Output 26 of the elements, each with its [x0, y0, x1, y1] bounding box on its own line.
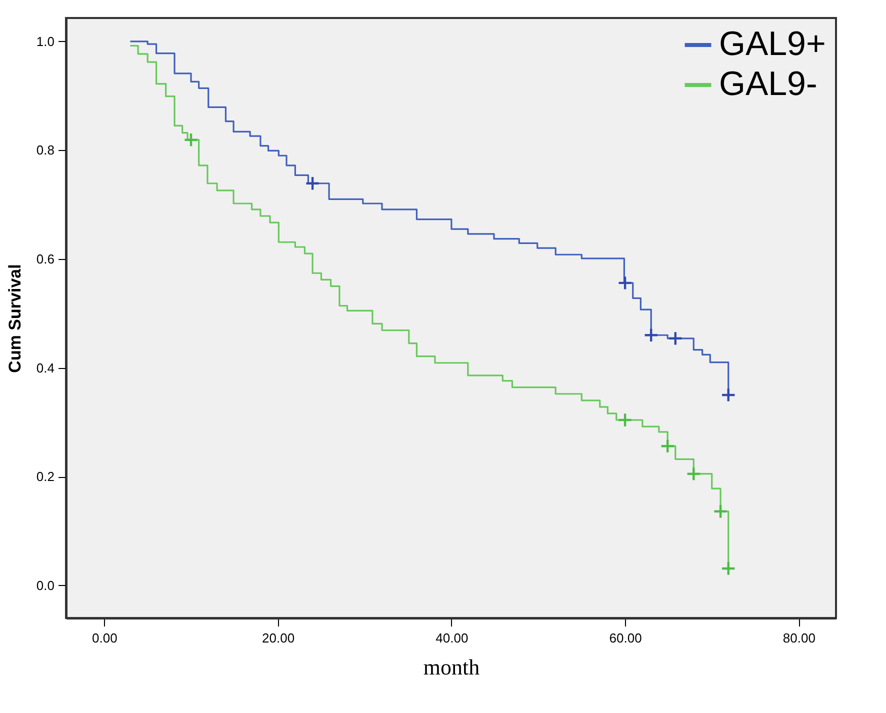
point	[618, 412, 632, 428]
point	[720, 388, 736, 402]
y-tick-label: 0.6	[36, 251, 54, 266]
point	[660, 438, 676, 454]
y-tick-label: 0.8	[36, 142, 54, 158]
x-tick-label: 20.00	[262, 630, 295, 646]
y-tick-label: 0.2	[36, 469, 54, 484]
point	[644, 328, 659, 343]
y-tick-label: 0.0	[36, 578, 54, 593]
point	[305, 176, 320, 191]
y-tick-label: 1.0	[36, 34, 54, 49]
x-tick-label: 40.00	[436, 630, 468, 646]
x-axis-title: month	[423, 654, 480, 680]
y-tick-label: 0.4	[36, 360, 54, 376]
legend-label: GAL9-	[719, 65, 818, 103]
x-tick-label: 0.00	[92, 630, 118, 646]
point	[720, 561, 736, 576]
point	[713, 504, 728, 519]
point	[618, 275, 632, 290]
point	[668, 330, 683, 346]
x-tick-label: 80.00	[782, 630, 816, 646]
legend-label: GAL9+	[719, 25, 826, 63]
point	[184, 132, 198, 148]
y-axis-title: Cum Survival	[5, 264, 24, 373]
point	[686, 466, 702, 482]
x-tick-label: 60.00	[609, 630, 642, 646]
